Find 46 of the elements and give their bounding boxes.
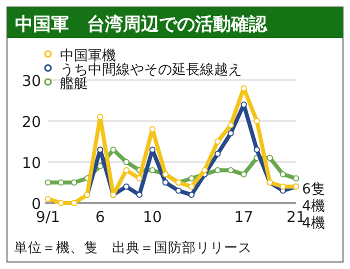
point bbox=[188, 184, 195, 190]
point bbox=[162, 179, 169, 186]
point bbox=[110, 146, 116, 153]
x-tick-label: 9/1 bbox=[36, 208, 60, 226]
point bbox=[280, 184, 286, 190]
point bbox=[228, 167, 234, 174]
legend-label: 中国軍機 bbox=[60, 48, 116, 64]
y-tick-label: 30 bbox=[22, 72, 41, 90]
point bbox=[149, 146, 156, 153]
point bbox=[214, 150, 221, 157]
point bbox=[188, 175, 195, 182]
point bbox=[97, 163, 104, 170]
point bbox=[214, 167, 221, 174]
point bbox=[123, 184, 130, 190]
point bbox=[123, 158, 130, 166]
point bbox=[123, 167, 130, 174]
text: 単位＝機、隻 出典＝国防部リリース bbox=[14, 240, 252, 256]
point bbox=[214, 138, 221, 145]
x-tick-label: 6 bbox=[95, 208, 105, 226]
point bbox=[292, 175, 300, 182]
point bbox=[44, 196, 52, 202]
point bbox=[149, 126, 156, 132]
annotation: 6隻 bbox=[302, 181, 325, 198]
x-tick-label: 17 bbox=[234, 208, 254, 226]
point bbox=[280, 171, 286, 178]
y-tick-label: 20 bbox=[22, 113, 41, 131]
point bbox=[58, 179, 64, 186]
point bbox=[254, 118, 260, 124]
point bbox=[44, 179, 52, 186]
point bbox=[58, 200, 64, 206]
point bbox=[71, 179, 78, 186]
x-tick-label: 10 bbox=[142, 208, 162, 226]
point bbox=[71, 200, 78, 206]
chart-title: 中国軍 台湾周辺での活動確認 bbox=[15, 14, 268, 35]
point bbox=[228, 122, 234, 128]
point bbox=[240, 171, 247, 178]
point bbox=[254, 146, 260, 153]
y-tick-label: 10 bbox=[22, 154, 41, 172]
point bbox=[175, 188, 182, 194]
point bbox=[188, 192, 195, 198]
legend-label: うち中間線やその延長線越え bbox=[60, 62, 242, 78]
legend-label: 艦艇 bbox=[60, 76, 88, 92]
point bbox=[149, 167, 156, 174]
point bbox=[228, 130, 234, 136]
point bbox=[202, 167, 208, 174]
annotation: 4機 bbox=[302, 198, 325, 214]
